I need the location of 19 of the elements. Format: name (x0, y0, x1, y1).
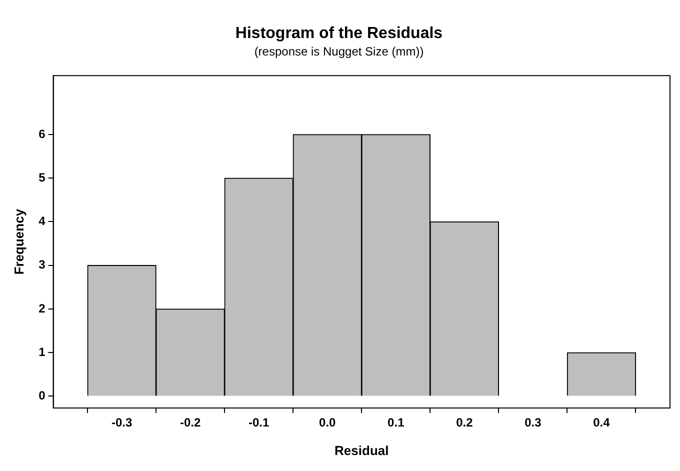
x-tick-label: -0.1 (248, 416, 270, 430)
x-tick-label: 0.2 (456, 416, 474, 430)
y-tick-label: 1 (38, 344, 46, 359)
x-tick-label: 0.1 (388, 416, 405, 430)
chart-title: Histogram of the Residuals (235, 25, 443, 42)
y-tick-label: 5 (38, 170, 46, 184)
y-tick-label: 6 (38, 126, 46, 141)
y-tick-label: 4 (38, 214, 46, 228)
x-tick-label: 0.4 (593, 416, 610, 430)
x-axis-title: Residual (334, 442, 389, 458)
y-axis-title: Frequency (11, 208, 26, 275)
x-tick-label: 0.3 (524, 416, 542, 430)
y-tick-label: 3 (38, 258, 46, 272)
x-tick-label: -0.2 (180, 416, 201, 430)
y-tick-label: 0 (38, 388, 46, 403)
y-tick-label: 2 (38, 301, 46, 316)
x-tick-label: -0.3 (111, 416, 132, 430)
chart-subtitle: (response is Nugget Size (mm)) (254, 44, 424, 59)
x-tick-label: 0.0 (319, 416, 336, 430)
